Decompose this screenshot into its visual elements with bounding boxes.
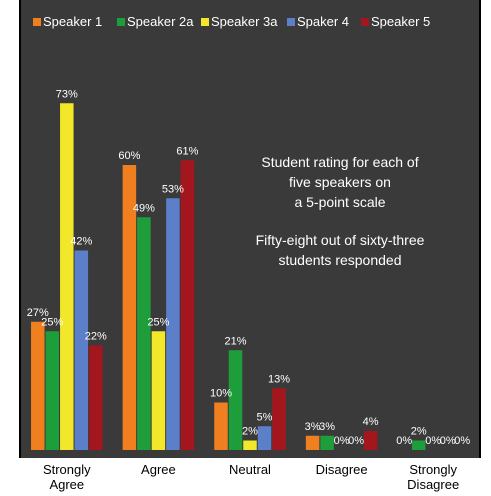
bar-speaker-1-neutral	[214, 402, 228, 450]
data-label-speaker-2a-agree: 49%	[133, 202, 155, 214]
data-label-spaker-4-strongly-agree: 42%	[70, 236, 92, 248]
data-label-speaker-1-agree: 60%	[118, 150, 140, 162]
legend-swatch-speaker-5	[361, 18, 369, 26]
data-label-speaker-5-disagree: 4%	[363, 416, 379, 428]
bar-speaker-2a-neutral	[228, 350, 243, 450]
bar-speaker-2a-disagree	[320, 435, 334, 450]
bar-spaker-4-neutral	[257, 426, 272, 450]
bar-speaker-1-disagree	[305, 435, 320, 450]
annotation-line-1-1: Student rating for each of	[261, 154, 418, 170]
bar-speaker-5-strongly-agree	[89, 345, 103, 450]
category-label-disagree: Disagree	[316, 462, 368, 477]
data-label-spaker-4-agree: 53%	[162, 183, 184, 195]
data-label-speaker-3a-disagree: 0%	[334, 435, 350, 447]
left-border-rule	[19, 0, 21, 458]
category-label-neutral: Neutral	[229, 462, 271, 477]
bar-speaker-2a-strongly-agree	[45, 331, 60, 450]
data-label-spaker-4-strongly-disagree: 0%	[440, 435, 456, 447]
data-label-speaker-3a-strongly-agree: 73%	[56, 88, 78, 100]
bar-speaker-5-neutral	[272, 388, 286, 450]
data-label-speaker-2a-strongly-disagree: 2%	[411, 426, 427, 438]
data-label-speaker-3a-neutral: 2%	[242, 426, 258, 438]
data-label-speaker-5-neutral: 13%	[268, 373, 290, 385]
bar-speaker-3a-strongly-agree	[60, 103, 74, 450]
bar-speaker-2a-strongly-disagree	[411, 440, 426, 450]
legend-label-speaker-1: Speaker 1	[43, 14, 102, 29]
legend-swatch-spaker-4	[287, 18, 295, 26]
annotation-group: Student rating for each of five speakers …	[256, 154, 425, 268]
data-label-speaker-2a-disagree: 3%	[319, 421, 335, 433]
data-label-speaker-5-strongly-agree: 22%	[85, 331, 107, 343]
category-label-strongly-disagree-2: Disagree	[407, 477, 459, 492]
legend-label-speaker-2a: Speaker 2a	[127, 14, 194, 29]
legend-label-speaker-3a: Speaker 3a	[211, 14, 278, 29]
bar-speaker-3a-neutral	[243, 440, 257, 450]
annotation-line-2-2: students responded	[279, 252, 402, 268]
annotation-line-1-2: five speakers on	[289, 174, 391, 190]
data-label-speaker-3a-agree: 25%	[147, 316, 169, 328]
annotation-line-1-3: a 5-point scale	[294, 194, 385, 210]
data-label-speaker-1-strongly-disagree: 0%	[396, 435, 412, 447]
category-label-strongly-agree-2: Agree	[49, 477, 84, 492]
data-label-speaker-2a-neutral: 21%	[224, 335, 246, 347]
legend: Speaker 1 Speaker 2a Speaker 3a Spaker 4 Spe…	[33, 14, 430, 29]
legend-swatch-speaker-2a	[117, 18, 125, 26]
data-label-spaker-4-neutral: 5%	[257, 411, 273, 423]
category-label-strongly-disagree-1: Strongly	[409, 462, 457, 477]
legend-swatch-speaker-1	[33, 18, 41, 26]
data-label-speaker-1-disagree: 3%	[305, 421, 321, 433]
bar-speaker-5-disagree	[363, 431, 378, 450]
data-label-group: 27%25%73%42%22%60%49%25%53%61%10%21%2%5%…	[27, 88, 471, 447]
bar-speaker-3a-agree	[151, 331, 166, 450]
category-label-strongly-agree-1: Strongly	[43, 462, 91, 477]
legend-swatch-speaker-3a	[201, 18, 209, 26]
bar-spaker-4-strongly-agree	[74, 250, 89, 450]
data-label-speaker-3a-strongly-disagree: 0%	[425, 435, 441, 447]
legend-label-spaker-4: Spaker 4	[297, 14, 349, 29]
data-label-speaker-1-neutral: 10%	[210, 388, 232, 400]
bar-speaker-1-agree	[122, 165, 137, 450]
bar-speaker-5-agree	[180, 160, 195, 450]
bar-spaker-4-agree	[166, 198, 180, 450]
data-label-spaker-4-disagree: 0%	[348, 435, 364, 447]
data-label-speaker-5-strongly-disagree: 0%	[454, 435, 470, 447]
right-border-rule	[479, 0, 481, 458]
bar-speaker-2a-agree	[137, 217, 151, 450]
legend-label-speaker-5: Speaker 5	[371, 14, 430, 29]
bar-group	[31, 103, 426, 450]
data-label-speaker-1-strongly-agree: 27%	[27, 307, 49, 319]
data-label-speaker-5-agree: 61%	[176, 145, 198, 157]
data-label-speaker-2a-strongly-agree: 25%	[41, 316, 63, 328]
category-label-agree: Agree	[141, 462, 176, 477]
annotation-line-2-1: Fifty-eight out of sixty-three	[256, 232, 425, 248]
bar-speaker-1-strongly-agree	[31, 321, 45, 450]
